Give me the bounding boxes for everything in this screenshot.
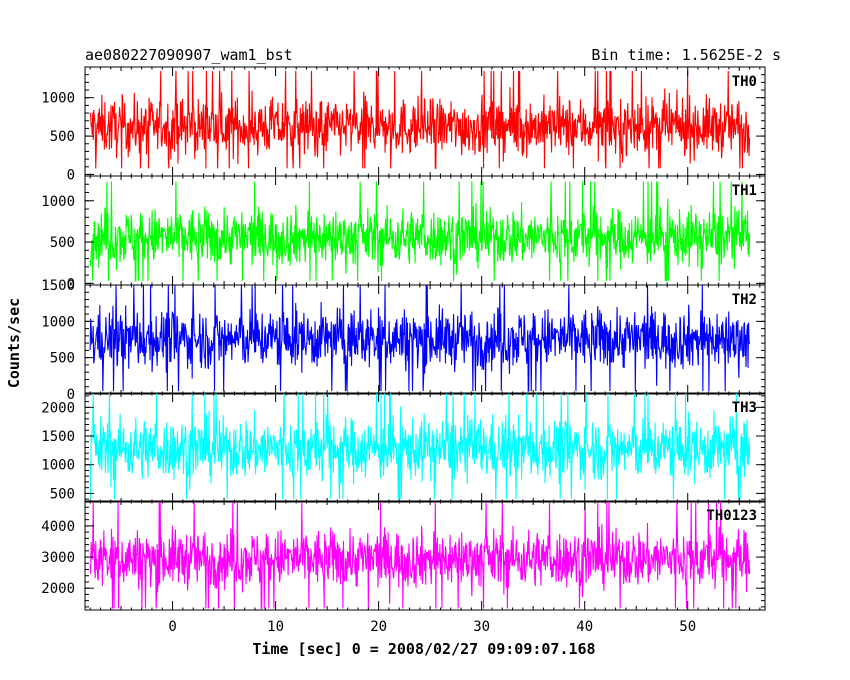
y-tick-label: 500: [50, 486, 75, 502]
x-tick-label: 40: [576, 619, 593, 635]
chart-title: ae080227090907_wam1_bst: [85, 46, 293, 64]
panel-th0: 0 500 1000 TH0: [41, 66, 766, 183]
x-tick-label: 30: [473, 619, 490, 635]
panel-frame: [84, 175, 766, 286]
panel-th0123: 2000 3000 4000 TH0123: [41, 500, 766, 611]
panel-label: TH2: [732, 292, 757, 308]
series-th2: [89, 285, 751, 392]
y-tick-label: 2000: [41, 581, 75, 597]
panel-label: TH0: [732, 74, 757, 90]
panel-label: TH1: [732, 183, 757, 199]
x-axis-title: Time [sec] 0 = 2008/02/27 09:09:07.168: [252, 640, 595, 658]
y-tick-label: 1000: [41, 458, 75, 474]
y-tick-label: 1500: [41, 278, 75, 294]
panel-label: TH3: [732, 400, 757, 416]
y-tick-label: 1500: [41, 429, 75, 445]
y-tick-label: 4000: [41, 519, 75, 535]
x-tick-label: 10: [267, 619, 284, 635]
series-th0: [89, 70, 751, 169]
panel-th3: 500 1000 1500 2000 TH3: [41, 392, 766, 503]
chart-subtitle: Bin time: 1.5625E-2 s: [591, 46, 781, 64]
y-tick-label: 1000: [41, 91, 75, 107]
series-th1: [89, 181, 751, 282]
x-tick-label: 0: [168, 619, 176, 635]
panel-th1: 0 500 1000 TH1: [41, 175, 766, 292]
panel-th2: 0 500 1000 1500 TH2: [41, 278, 766, 403]
y-tick-label: 1000: [41, 314, 75, 330]
x-tick-label: 20: [370, 619, 387, 635]
series-th3: [89, 393, 751, 500]
panel-label: TH0123: [706, 508, 757, 524]
y-tick-label: 0: [67, 387, 75, 403]
panels-group: 05001000TH005001000TH1050010001500TH2500…: [41, 66, 766, 635]
y-tick-label: 0: [67, 276, 75, 292]
panel-frame: [84, 284, 766, 395]
y-tick-label: 2000: [41, 400, 75, 416]
x-tick-label: 50: [679, 619, 696, 635]
y-tick-label: 3000: [41, 550, 75, 566]
y-axis-title: Counts/sec: [5, 298, 23, 388]
y-tick-label: 500: [50, 235, 75, 251]
y-tick-label: 0: [67, 167, 75, 183]
y-tick-label: 1000: [41, 194, 75, 210]
y-tick-label: 500: [50, 129, 75, 145]
series-th0123: [89, 501, 751, 609]
panel-frame: [84, 500, 766, 611]
y-tick-label: 500: [50, 351, 75, 367]
